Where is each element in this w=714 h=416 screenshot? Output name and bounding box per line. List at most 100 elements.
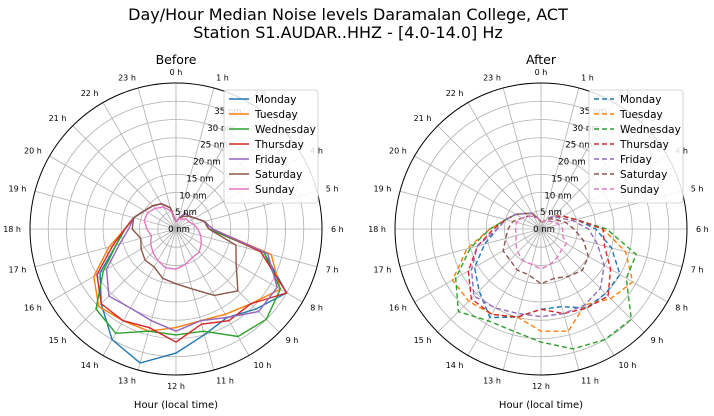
angular-gridline [102,228,177,356]
angular-tick-label: 23 h [483,73,501,82]
angular-tick-label: 1 h [581,73,594,82]
angular-tick-label: 15 h [414,336,432,345]
series-line-sunday [514,215,568,270]
angular-tick-label: 22 h [81,89,99,98]
radial-tick-label: 15 nm [186,174,213,184]
legend: Monday Tuesday Wednesday Thursday Friday Satu… [223,89,319,204]
angular-tick-label: 14 h [446,361,464,370]
angular-gridline [467,228,542,356]
angular-tick-label: 16 h [389,304,407,313]
angular-tick-label: 11 h [216,377,234,386]
radial-tick-label: 25 nm [200,141,227,151]
angular-tick-label: 10 h [254,361,272,370]
angular-tick-label: 5 h [326,184,339,193]
radial-tick-label: 10 nm [544,191,571,201]
legend-label: Saturday [255,169,302,181]
angular-tick-label: 20 h [24,147,42,156]
angular-tick-label: 21 h [49,114,67,123]
radial-tick-label: 20 nm [558,158,585,168]
legend-label: Monday [620,94,661,106]
angular-tick-label: 21 h [414,114,432,123]
angular-gridline [540,228,615,356]
angular-gridline [49,155,177,230]
radial-tick-label: 20 nm [193,158,220,168]
angular-gridline [49,228,177,303]
angular-tick-label: 23 h [118,73,136,82]
angular-gridline [34,190,177,230]
angular-gridline [72,228,177,333]
angular-tick-label: 13 h [118,377,136,386]
series-line-wednesday [454,212,638,350]
angular-gridline [414,228,542,303]
x-axis-label: Hour (local time) [134,400,218,411]
radial-tick-label: 0 nm [533,225,555,235]
angular-tick-label: 0 h [535,68,548,77]
radial-tick-label: 10 nm [179,191,206,201]
panel-title: Before [156,52,197,67]
angular-gridline [414,155,542,230]
angular-gridline [34,228,177,268]
legend-label: Wednesday [620,124,681,136]
legend-label: Tuesday [254,109,298,121]
angular-gridline [175,228,280,333]
legend-label: Wednesday [255,124,316,136]
angular-gridline [175,228,318,268]
series-line-friday [470,212,605,318]
angular-tick-label: 12 h [167,382,185,391]
angular-tick-label: 1 h [216,73,229,82]
angular-gridline [137,228,177,371]
angular-tick-label: 11 h [581,377,599,386]
legend-label: Thursday [619,139,669,151]
angular-gridline [72,125,177,230]
radial-tick-label: 25 nm [565,141,592,151]
radial-tick-label: 30 nm [207,124,234,134]
angular-tick-label: 6 h [696,225,709,234]
angular-gridline [540,87,580,230]
figure-title-line2: Station S1.AUDAR..HHZ - [4.0-14.0] Hz [193,23,503,42]
radial-tick-label: 0 nm [168,225,190,235]
angular-tick-label: 15 h [49,336,67,345]
angular-gridline [175,228,303,303]
angular-tick-label: 8 h [675,304,688,313]
angular-gridline [467,102,542,230]
series-line-wednesday [95,202,282,338]
polar-frame [29,82,323,376]
angular-tick-label: 20 h [389,147,407,156]
polar-panel-before: Before 0 h1 h2 h3 h4 h5 h6 h7 h8 h9 h10 … [3,52,344,411]
angular-gridline [399,190,542,230]
angular-tick-label: 16 h [24,304,42,313]
legend-label: Friday [255,154,287,166]
legend-label: Monday [255,94,296,106]
angular-tick-label: 0 h [170,68,183,77]
angular-tick-label: 7 h [691,266,704,275]
angular-tick-label: 17 h [374,266,392,275]
polar-frame [394,82,688,376]
angular-gridline [437,125,542,230]
polar-panel-after: After 0 h1 h2 h3 h4 h5 h6 h7 h8 h9 h10 h… [368,52,709,411]
radial-tick-label: 15 nm [551,174,578,184]
legend-label: Thursday [254,139,304,151]
panel-title: After [526,52,557,67]
legend-label: Saturday [620,169,667,181]
angular-tick-label: 22 h [446,89,464,98]
angular-gridline [540,228,580,371]
x-axis-label: Hour (local time) [499,400,583,411]
figure-title-line1: Day/Hour Median Noise levels Daramalan C… [128,5,568,24]
angular-tick-label: 9 h [286,336,299,345]
angular-tick-label: 18 h [368,225,386,234]
legend-label: Sunday [620,184,659,196]
angular-tick-label: 13 h [483,377,501,386]
angular-tick-label: 7 h [326,266,339,275]
angular-tick-label: 10 h [619,361,637,370]
angular-tick-label: 6 h [331,225,344,234]
tick-labels: 0 h1 h2 h3 h4 h5 h6 h7 h8 h9 h10 h11 h12… [368,68,709,391]
series-lines [93,202,288,364]
angular-gridline [175,228,215,371]
series-lines [451,212,638,350]
angular-tick-label: 8 h [310,304,323,313]
radial-tick-label: 30 nm [572,124,599,134]
angular-tick-label: 12 h [532,382,550,391]
radial-tick-label: 5 nm [540,208,562,218]
series-line-saturday [131,202,239,297]
